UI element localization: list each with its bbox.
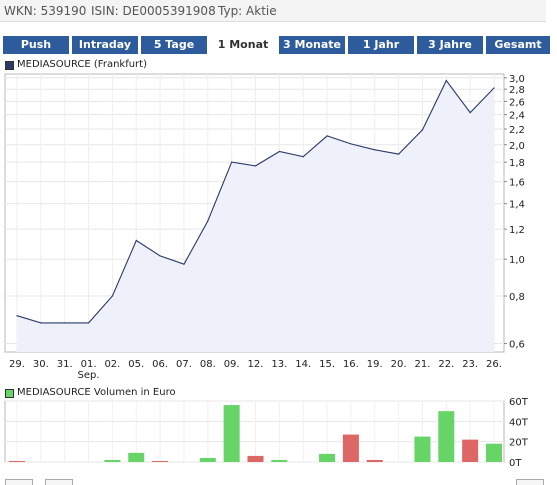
instrument-info-bar: WKN: 539190 ISIN: DE0005391908 Typ: Akti… [0,0,546,22]
volume-bar [438,411,455,462]
price-y-tick-label: 2,6 [509,97,525,108]
price-y-tick-label: 1,8 [509,158,525,169]
scroll-handle-right[interactable] [516,479,544,485]
price-y-tick-label: 1,0 [509,255,525,266]
x-tick-label: 29. [9,359,25,370]
volume-bar [247,455,264,462]
volume-bar [462,439,479,462]
x-tick-label: 15. [319,359,335,370]
x-tick-label: 12. [248,359,264,370]
x-tick-label: 05. [128,359,144,370]
volume-bar [271,459,288,462]
volume-y-tick-label: 60T [509,397,529,408]
price-point [445,79,447,82]
volume-bar [199,457,216,462]
price-point [183,263,185,265]
price-point [374,149,376,151]
price-point [231,161,233,163]
price-point [16,315,18,317]
x-tick-label: 06. [152,359,168,370]
price-point [350,143,352,145]
price-y-tick-label: 0,8 [509,292,525,303]
price-point [40,322,42,324]
tab-3-jahre[interactable]: 3 Jahre [417,36,483,54]
x-tick-label: 23. [462,359,478,370]
price-y-tick-label: 2,8 [509,85,525,96]
volume-bar [366,459,383,462]
price-y-tick-label: 1,2 [509,225,525,236]
price-point [421,129,424,131]
x-tick-label: 26. [486,359,502,370]
volume-bar [486,443,502,462]
price-point [111,295,113,297]
x-tick-label: 13. [271,359,287,370]
timeframe-tabs: Push Intraday 5 Tage 1 Monat 3 Monate 1 … [3,36,550,54]
volume-bar [152,460,169,462]
price-point [278,150,280,153]
tab-1-jahr[interactable]: 1 Jahr [348,36,414,54]
price-point [398,153,400,155]
volume-y-tick-label: 40T [509,417,529,428]
volume-bar [223,405,240,462]
volume-bar [9,460,25,462]
price-y-tick-label: 3,0 [509,74,525,85]
price-point [159,255,161,257]
wkn-label: WKN: 539190 [4,4,87,18]
type-label: Typ: Aktie [218,4,277,18]
price-y-tick-label: 1,6 [509,178,525,189]
volume-legend: MEDIASOURCE Volumen in Euro [17,387,176,398]
tab-3-monate[interactable]: 3 Monate [279,36,345,54]
tab-push[interactable]: Push [3,36,69,54]
x-tick-label: 19. [367,359,383,370]
volume-bar [319,453,336,462]
price-legend: MEDIASOURCE (Frankfurt) [17,59,147,70]
price-point [469,111,471,114]
price-y-tick-label: 1,4 [509,200,525,211]
x-tick-label: 07. [176,359,192,370]
price-legend-swatch [5,61,14,70]
x-tick-label: 21. [414,359,430,370]
x-tick-label: 22. [438,359,454,370]
volume-bar [104,459,121,462]
volume-y-tick-label: 0T [509,458,522,469]
volume-y-tick-label: 20T [509,438,529,449]
x-tick-label: 20. [391,359,407,370]
x-tick-label: 30. [33,359,49,370]
tab-gesamt[interactable]: Gesamt [486,36,550,54]
scroll-handle-left[interactable] [5,479,33,485]
price-y-tick-label: 2,4 [509,111,525,122]
x-month-label: Sep. [78,370,100,381]
price-area-fill [17,80,494,352]
x-tick-label: 08. [200,359,216,370]
price-point [302,156,304,158]
tab-intraday[interactable]: Intraday [72,36,138,54]
x-tick-label: 31. [57,359,73,370]
price-y-tick-label: 0,6 [509,340,525,351]
volume-legend-swatch [5,389,14,398]
price-point [64,322,66,324]
x-tick-label: 14. [295,359,311,370]
price-point [87,322,90,324]
tab-1-monat[interactable]: 1 Monat [210,36,276,54]
price-point [326,135,328,137]
price-point [493,87,495,89]
price-y-tick-label: 2,0 [509,141,525,152]
price-point [207,220,209,222]
x-tick-label: 02. [104,359,120,370]
x-tick-label: 09. [224,359,240,370]
tab-5-tage[interactable]: 5 Tage [141,36,207,54]
price-point [135,239,137,242]
volume-bar [342,434,359,462]
price-y-tick-label: 2,2 [509,125,525,136]
isin-label: ISIN: DE0005391908 [91,4,216,18]
price-point [254,165,257,167]
x-tick-label: 16. [343,359,359,370]
volume-bar [414,436,431,462]
scroll-handle-middle[interactable] [45,479,73,485]
x-tick-label: 01. [81,359,97,370]
volume-bar [128,452,145,462]
